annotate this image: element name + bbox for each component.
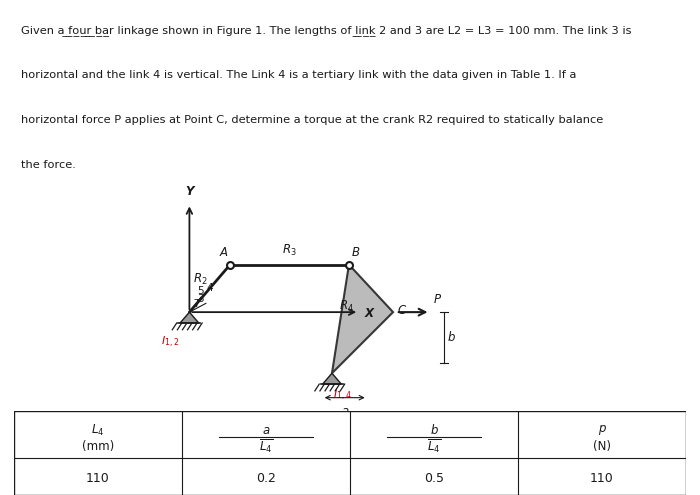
Text: $L_4$: $L_4$ [91,423,105,438]
Text: B: B [351,246,360,258]
Text: 110: 110 [86,472,110,485]
Text: (N): (N) [593,440,611,453]
Text: 3: 3 [197,294,204,304]
Polygon shape [323,373,342,384]
Text: $I_{1,2}$: $I_{1,2}$ [160,335,179,350]
Polygon shape [180,312,199,323]
Text: 5: 5 [197,286,204,296]
Text: 110: 110 [590,472,614,485]
Text: $I_{1,4}$: $I_{1,4}$ [332,388,351,402]
Text: the force.: the force. [21,160,76,170]
Text: Y: Y [186,186,194,198]
Text: A: A [219,246,228,258]
Text: $R_3$: $R_3$ [282,243,297,258]
Text: (mm): (mm) [82,440,114,453]
Text: T: T [193,299,200,309]
Text: P: P [434,293,441,306]
Text: $a$: $a$ [262,424,270,437]
Text: $p$: $p$ [598,423,606,437]
Text: Given a ̲f̲o̲u̲r̲ ̲b̲a̲r linkage shown in Figure 1. The lengths of l̲i̲n̲k̲ 2 an: Given a ̲f̲o̲u̲r̲ ̲b̲a̲r linkage shown i… [21,25,631,36]
Text: 0.5: 0.5 [424,472,444,485]
Text: horizontal and the link 4 is vertical. The Link 4 is a tertiary link with the da: horizontal and the link 4 is vertical. T… [21,70,576,80]
Text: 4: 4 [206,283,213,294]
Text: $b$: $b$ [430,423,438,437]
Text: b: b [447,331,455,344]
Text: C: C [397,304,405,317]
Polygon shape [332,265,393,373]
Text: horizontal force P applies at Point C, determine a torque at the crank R2 requir: horizontal force P applies at Point C, d… [21,115,603,125]
Text: a: a [341,405,349,418]
Text: $\overline{L_4}$: $\overline{L_4}$ [427,438,441,455]
Text: $R_2$: $R_2$ [193,272,208,287]
Text: 0.2: 0.2 [256,472,276,485]
Text: $\overline{L_4}$: $\overline{L_4}$ [259,438,273,455]
Text: $R_4$: $R_4$ [339,299,354,314]
Text: X: X [364,307,373,320]
